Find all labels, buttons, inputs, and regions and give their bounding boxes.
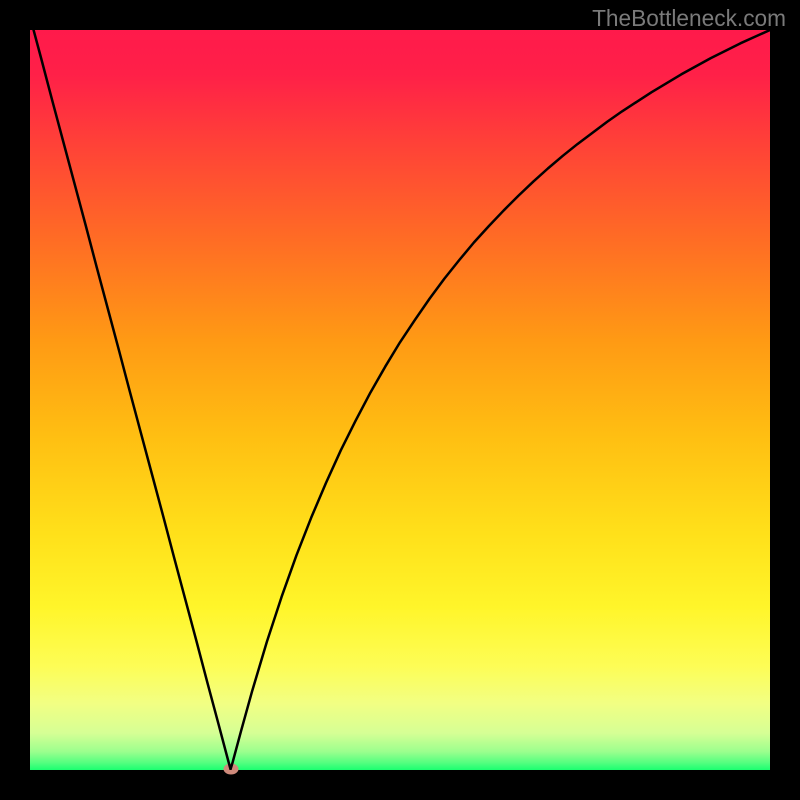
plot-area bbox=[30, 30, 770, 770]
gradient-background bbox=[30, 30, 770, 770]
minimum-marker bbox=[223, 764, 238, 775]
watermark-text: TheBottleneck.com bbox=[592, 5, 786, 32]
chart-container: TheBottleneck.com bbox=[0, 0, 800, 800]
